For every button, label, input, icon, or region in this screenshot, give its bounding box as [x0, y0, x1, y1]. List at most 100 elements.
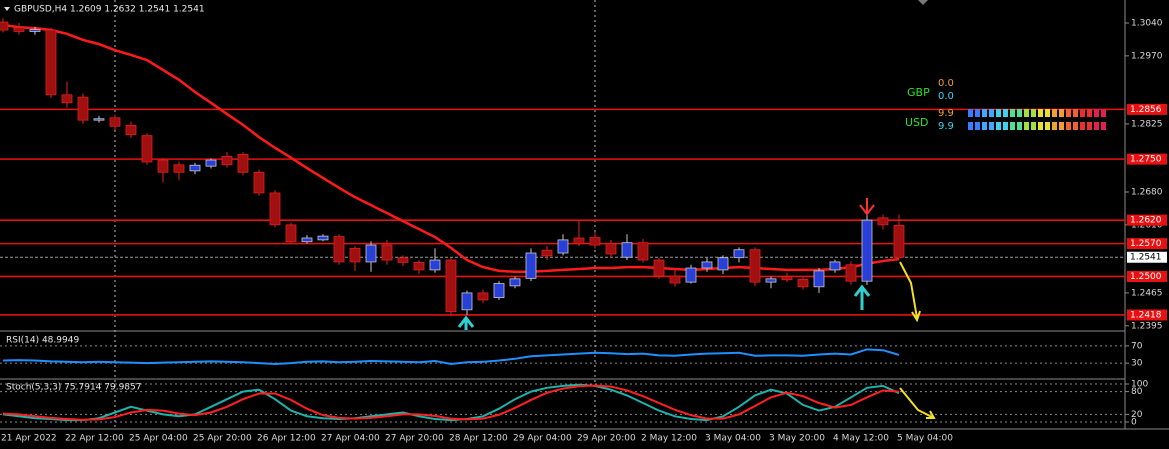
- candle-body: [493, 283, 505, 299]
- candle-body: [173, 164, 185, 173]
- forecast-arrow: [899, 261, 921, 323]
- meter-cell: [968, 109, 973, 117]
- x-tick-label: 29 Apr 20:00: [577, 434, 636, 444]
- candle-body: [477, 292, 489, 301]
- meter-value: 9.9: [938, 108, 954, 119]
- meter-cell: [975, 122, 980, 130]
- y-tick-label: 0: [1131, 418, 1137, 428]
- candle-body: [509, 278, 521, 287]
- buy-arrow: [853, 284, 871, 310]
- candle-body: [413, 262, 425, 271]
- y-tick-label: 1.2680: [1131, 187, 1163, 197]
- candle-body: [669, 275, 681, 284]
- level-label: 1.2570: [1130, 239, 1162, 249]
- level-label: 1.2856: [1130, 105, 1162, 115]
- meter-cell: [1045, 109, 1050, 117]
- candle-body: [13, 27, 25, 32]
- meter-cell: [1010, 109, 1015, 117]
- last-price-tag: [1127, 251, 1167, 263]
- candle-body: [0, 21, 9, 31]
- candle-body: [813, 270, 825, 288]
- candle-body: [605, 243, 617, 255]
- meter-cell: [1094, 122, 1099, 130]
- meter-cell: [968, 122, 973, 130]
- y-tick-label: 30: [1131, 359, 1143, 369]
- candle-body: [701, 261, 713, 269]
- meter-cell: [1003, 122, 1008, 130]
- panel-title: GBPUSD,H4 1.2609 1.2632 1.2541 1.2541: [14, 5, 205, 15]
- y-tick-label: 100: [1131, 380, 1148, 390]
- candle-body: [317, 235, 329, 241]
- level-label: 1.2750: [1130, 155, 1162, 165]
- x-tick-label: 4 May 12:00: [833, 434, 889, 444]
- candle-body: [381, 244, 393, 261]
- meter-cell: [1066, 122, 1071, 130]
- y-tick-label: 1.2825: [1131, 119, 1163, 129]
- level-tag: [1127, 238, 1167, 250]
- candle-body: [525, 252, 537, 279]
- candle-body: [717, 257, 729, 271]
- candle-body: [861, 219, 873, 282]
- y-tick-label: 1.2465: [1131, 288, 1163, 298]
- indicator-line: [2, 384, 900, 421]
- indicator-line: [2, 383, 900, 422]
- meter-cell: [996, 122, 1001, 130]
- meter-value: 0.0: [938, 78, 954, 89]
- meter-cell: [1003, 109, 1008, 117]
- candle-body: [893, 224, 905, 258]
- x-tick-label: 28 Apr 12:00: [449, 434, 508, 444]
- candle-body: [877, 217, 889, 226]
- meter-cell: [1101, 122, 1106, 130]
- candle-body: [573, 237, 585, 245]
- meter-cell: [1073, 122, 1078, 130]
- meter-cell: [1080, 122, 1085, 130]
- meter-cell: [1038, 122, 1043, 130]
- x-tick-label: 26 Apr 12:00: [257, 434, 316, 444]
- candle-body: [589, 237, 601, 246]
- candle-body: [109, 117, 121, 127]
- meter-currency: GBP: [907, 86, 930, 99]
- candle-body: [125, 124, 137, 136]
- indicator-line: [2, 348, 900, 365]
- meter-cell: [982, 109, 987, 117]
- meter-cell: [989, 122, 994, 130]
- candle-body: [221, 155, 233, 166]
- candle-body: [253, 171, 265, 194]
- candle-body: [285, 224, 297, 243]
- candle-body: [829, 261, 841, 271]
- candle-body: [653, 259, 665, 277]
- level-tag: [1127, 103, 1167, 115]
- meter-currency: USD: [905, 116, 929, 129]
- candle-body: [637, 242, 649, 261]
- x-tick-label: 3 May 20:00: [769, 434, 825, 444]
- candle-body: [189, 164, 201, 172]
- meter-cell: [975, 109, 980, 117]
- meter-cell: [1087, 122, 1092, 130]
- y-tick-label: 1.3040: [1131, 19, 1163, 29]
- frame: [0, 0, 1169, 430]
- meter-cell: [1094, 109, 1099, 117]
- buy-arrow: [457, 315, 475, 330]
- meter-cell: [1017, 109, 1022, 117]
- candle-body: [141, 135, 153, 163]
- candle-body: [61, 94, 73, 104]
- candle-body: [781, 276, 793, 281]
- meter-cell: [1031, 122, 1036, 130]
- meter-value: 0.0: [938, 91, 954, 102]
- signal-arrows: [457, 198, 936, 419]
- candle-body: [461, 292, 473, 311]
- x-tick-label: 21 Apr 2022: [1, 434, 57, 444]
- panel-title: RSI(14) 48.9949: [6, 336, 79, 346]
- menu-marker[interactable]: [4, 7, 10, 11]
- candle-body: [77, 96, 89, 121]
- candle-body: [269, 192, 281, 226]
- candle-body: [429, 259, 441, 271]
- meter-cell: [1059, 122, 1064, 130]
- meter-cell: [1066, 109, 1071, 117]
- x-tick-label: 27 Apr 20:00: [385, 434, 444, 444]
- candle-body: [845, 264, 857, 282]
- y-tick-label: 20: [1131, 410, 1143, 420]
- meter-cell: [982, 122, 987, 130]
- sell-arrow: [859, 198, 875, 216]
